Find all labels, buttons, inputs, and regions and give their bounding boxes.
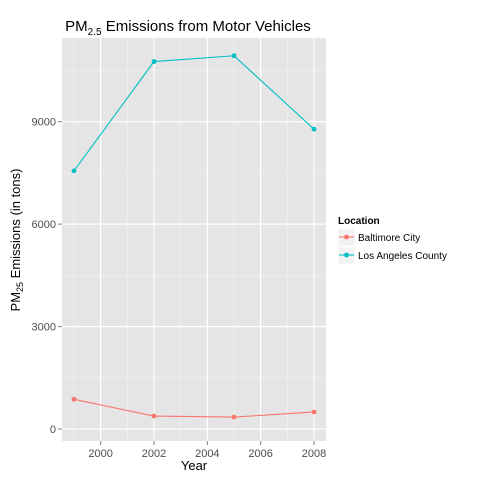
chart-title-subscript: 2.5 [88,27,102,38]
major-gridlines [62,38,326,441]
legend-point-baltimore-city [344,234,349,240]
data-point-baltimore-city [151,413,157,419]
data-point-los-angeles-county [151,59,157,64]
x-axis: 2000 2002 2004 2006 2008 [88,441,326,460]
legend-label-los-angeles-county: Los Angeles County [358,251,447,262]
x-axis-title: Year [181,458,208,473]
legend-label-baltimore-city: Baltimore City [358,233,420,244]
y-axis-title-prefix: PM [8,292,23,312]
x-tick-label: 2008 [302,448,326,460]
plot-panel [62,38,326,441]
chart-title-prefix: PM [65,18,88,35]
x-tick-label: 2000 [88,448,112,460]
data-point-baltimore-city [311,409,317,415]
chart-title: PM2.5 Emissions from Motor Vehicles [65,18,311,38]
legend: Location Baltimore City Los Angeles Count… [337,216,447,265]
data-point-los-angeles-county [311,126,317,132]
x-tick-label: 2002 [142,448,166,460]
chart-title-suffix: Emissions from Motor Vehicles [102,18,311,35]
series-line-los-angeles-county [73,55,315,172]
minor-gridlines [62,38,326,441]
legend-point-los-angeles-county [344,252,349,258]
series-line-baltimore-city [73,398,315,418]
data-point-los-angeles-county [71,168,77,174]
y-axis-title: PM25 Emissions (in tons) [8,169,25,312]
data-point-baltimore-city [231,414,237,420]
data-point-los-angeles-county [231,53,237,59]
y-tick-label: 3000 [32,322,56,334]
y-axis: 0 3000 6000 9000 [32,117,62,436]
y-tick-label: 9000 [32,117,56,129]
legend-title: Location [338,216,380,227]
x-tick-label: 2004 [195,448,219,460]
y-tick-label: 0 [50,424,56,436]
y-tick-label: 6000 [32,219,56,231]
data-point-baltimore-city [71,396,77,402]
y-axis-title-subscript: 25 [15,282,25,292]
x-tick-label: 2006 [248,448,272,460]
y-axis-title-suffix: Emissions (in tons) [8,169,23,282]
series-layer [71,53,317,420]
